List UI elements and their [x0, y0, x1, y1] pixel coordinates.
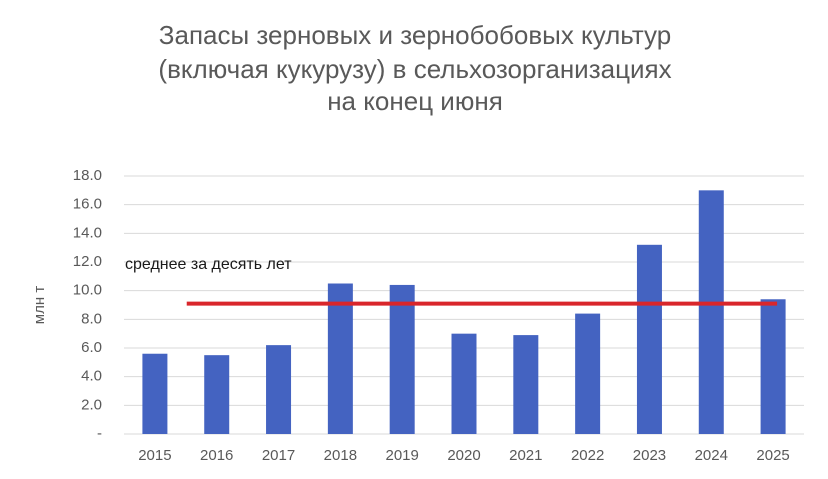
- x-tick-label: 2018: [324, 447, 357, 464]
- chart-title: (включая кукурузу) в сельхозорганизациях: [158, 54, 671, 84]
- x-tick-label: 2023: [633, 447, 666, 464]
- bar: [636, 244, 662, 434]
- y-tick-label: -: [97, 425, 102, 442]
- bar: [760, 299, 786, 434]
- bar: [327, 283, 353, 434]
- x-tick-label: 2016: [200, 447, 233, 464]
- y-tick-label: 18.0: [73, 167, 102, 184]
- x-tick-label: 2017: [262, 447, 295, 464]
- bar: [513, 335, 539, 434]
- chart-title: на конец июня: [327, 86, 503, 116]
- chart-title: Запасы зерновых и зернобобовых культур: [159, 20, 671, 50]
- x-tick-label: 2020: [447, 447, 480, 464]
- y-tick-label: 14.0: [73, 224, 102, 241]
- y-tick-label: 10.0: [73, 282, 102, 299]
- y-axis-label: млн т: [31, 286, 48, 325]
- bar: [204, 355, 230, 434]
- y-tick-label: 8.0: [81, 310, 102, 327]
- bar: [575, 313, 601, 434]
- x-tick-label: 2015: [138, 447, 171, 464]
- x-tick-label: 2022: [571, 447, 604, 464]
- y-tick-label: 2.0: [81, 396, 102, 413]
- x-tick-label: 2024: [695, 447, 728, 464]
- bar: [142, 353, 168, 434]
- bar: [389, 284, 415, 434]
- y-tick-label: 6.0: [81, 339, 102, 356]
- bar: [266, 345, 292, 434]
- bar: [451, 333, 477, 434]
- y-tick-label: 4.0: [81, 368, 102, 385]
- y-tick-label: 16.0: [73, 196, 102, 213]
- bar: [698, 190, 724, 434]
- x-tick-label: 2019: [385, 447, 418, 464]
- x-tick-label: 2025: [756, 447, 789, 464]
- y-tick-label: 12.0: [73, 253, 102, 270]
- x-tick-label: 2021: [509, 447, 542, 464]
- reference-label: среднее за десять лет: [125, 256, 292, 273]
